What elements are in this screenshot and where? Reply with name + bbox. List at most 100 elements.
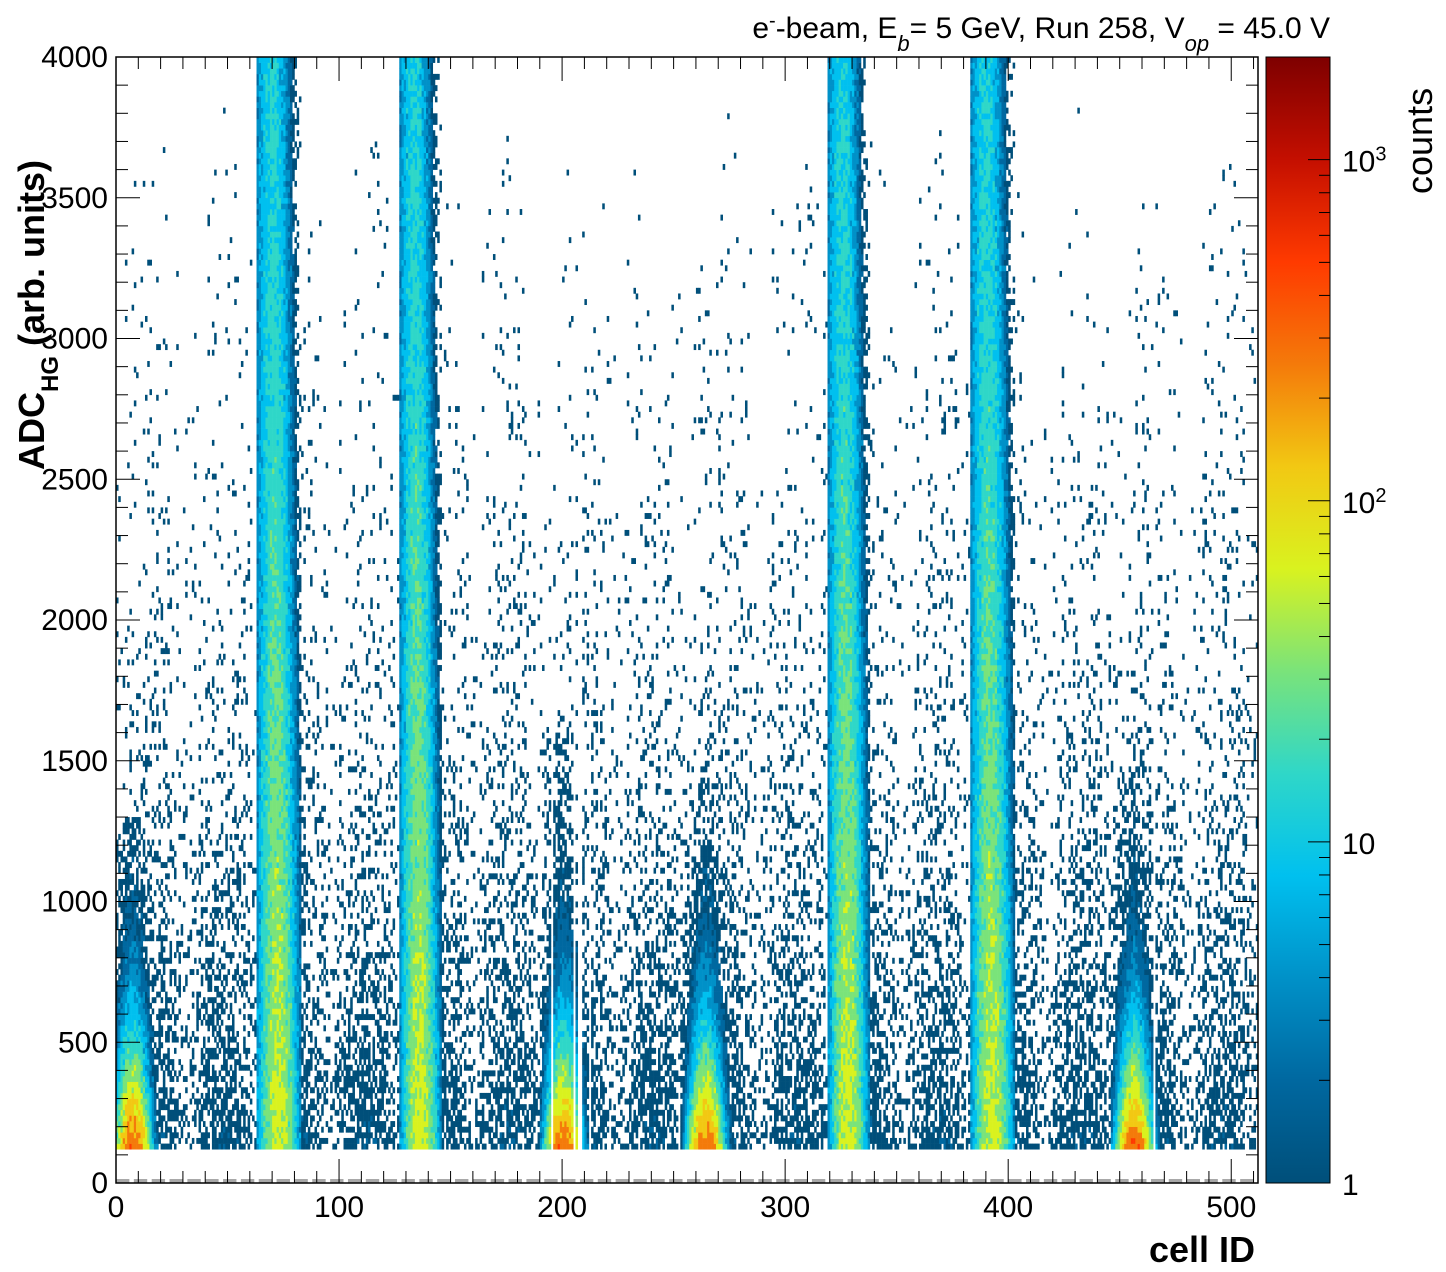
heatmap-cell [147, 963, 150, 970]
heatmap-cell [136, 1137, 139, 1144]
heatmap-cell [129, 924, 132, 930]
heatmap-cell [256, 490, 260, 497]
heatmap-cell [124, 963, 128, 970]
heatmap-cell [234, 969, 237, 975]
heatmap-cell [122, 1030, 126, 1037]
heatmap-cell [287, 833, 291, 840]
heatmap-cell [196, 890, 199, 897]
heatmap-cell [131, 1053, 135, 1060]
heatmap-cell [281, 1002, 284, 1009]
heatmap-cell [138, 1081, 141, 1088]
heatmap-cell [272, 563, 275, 570]
heatmap-cell [205, 1104, 208, 1111]
heatmap-cell [272, 794, 275, 801]
heatmap-cell [254, 997, 257, 1004]
heatmap-cell [258, 1092, 262, 1099]
heatmap-cell [129, 755, 132, 762]
heatmap-cell [223, 772, 226, 778]
heatmap-cell [124, 1070, 128, 1077]
heatmap-cell [211, 473, 215, 480]
heatmap-cell [278, 467, 282, 474]
heatmap-cell [147, 507, 150, 514]
heatmap-cell [256, 957, 260, 964]
heatmap-cell [151, 980, 155, 987]
heatmap-cell [263, 85, 266, 92]
heatmap-cell [278, 563, 282, 570]
heatmap-cell [122, 1109, 126, 1116]
heatmap-cell [276, 681, 280, 688]
heatmap-cell [238, 1081, 242, 1088]
heatmap-cell [274, 563, 277, 570]
heatmap-cell [156, 755, 159, 762]
heatmap-cell [278, 1087, 282, 1094]
heatmap-cell [276, 850, 280, 857]
heatmap-cell [269, 180, 273, 187]
heatmap-cell [142, 1019, 146, 1026]
heatmap-cell [276, 1109, 280, 1116]
heatmap-cell [274, 501, 277, 508]
heatmap-cell [145, 766, 148, 773]
heatmap-cell [205, 1092, 208, 1099]
heatmap-cell [225, 169, 228, 176]
heatmap-cell [158, 811, 161, 818]
heatmap-cell [265, 552, 268, 559]
heatmap-cell [245, 743, 248, 750]
heatmap-cell [276, 180, 280, 187]
heatmap-cell [153, 1092, 157, 1099]
heatmap-cell [276, 608, 280, 615]
heatmap-cell [258, 518, 262, 525]
heatmap-cell [142, 862, 146, 869]
heatmap-cell [283, 957, 286, 964]
heatmap-cell [147, 1036, 150, 1043]
heatmap-cell [263, 411, 266, 418]
heatmap-cell [142, 901, 146, 908]
heatmap-cell [167, 1036, 170, 1043]
heatmap-cell [267, 62, 271, 69]
heatmap-cell [260, 1064, 264, 1071]
heatmap-cell [147, 1047, 150, 1054]
heatmap-cell [265, 130, 268, 137]
heatmap-cell [180, 1132, 184, 1139]
heatmap-cell [260, 850, 264, 857]
heatmap-cell [145, 642, 148, 649]
heatmap-cell [162, 1098, 166, 1105]
heatmap-cell [162, 1081, 166, 1088]
heatmap-cell [120, 957, 123, 964]
heatmap-cell [263, 282, 266, 289]
heatmap-cell [263, 558, 266, 564]
heatmap-cell [133, 890, 137, 897]
heatmap-cell [256, 546, 260, 553]
heatmap-cell [256, 462, 260, 469]
heatmap-cell [272, 383, 275, 390]
heatmap-cell [167, 1104, 170, 1111]
heatmap-cell [267, 1087, 271, 1094]
heatmap-cell [272, 884, 275, 891]
heatmap-cell [272, 636, 275, 643]
heatmap-cell [162, 147, 166, 154]
heatmap-cell [278, 85, 282, 92]
heatmap-cell [287, 974, 291, 981]
heatmap-cell [265, 507, 268, 514]
heatmap-cell [267, 1059, 271, 1066]
heatmap-cell [276, 732, 280, 739]
heatmap-cell [243, 1115, 246, 1122]
heatmap-cell [278, 580, 282, 587]
heatmap-cell [171, 1076, 175, 1082]
heatmap-cell [258, 332, 262, 339]
heatmap-cell [274, 79, 277, 86]
heatmap-cell [147, 997, 150, 1004]
heatmap-cell [247, 445, 251, 452]
heatmap-cell [269, 907, 273, 914]
heatmap-cell [265, 451, 268, 458]
heatmap-cell [116, 1019, 119, 1026]
heatmap-cell [256, 237, 260, 244]
heatmap-cell [176, 1036, 179, 1043]
heatmap-cell [153, 1104, 157, 1111]
heatmap-cell [267, 135, 271, 142]
heatmap-cell [129, 1025, 132, 1032]
heatmap-cell [283, 327, 286, 334]
heatmap-cell [147, 1014, 150, 1021]
heatmap-cell [278, 377, 282, 384]
heatmap-cell [124, 1019, 128, 1026]
heatmap-cell [263, 935, 266, 942]
